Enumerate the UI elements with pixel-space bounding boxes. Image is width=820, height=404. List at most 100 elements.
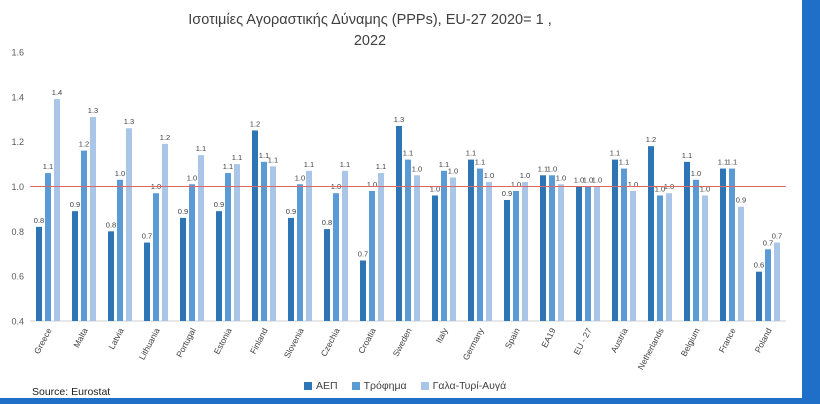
frame-stripe-bottom (0, 398, 802, 404)
y-tick-label: 1.2 (11, 137, 24, 147)
data-label: 1.1 (610, 149, 620, 158)
bar-dairy (702, 195, 708, 321)
category-label: Poland (753, 326, 774, 354)
chart-legend: ΑΕΠ Τρόφημα Γαλα-Τυρί-Αυγά (304, 379, 506, 393)
bar-food (549, 175, 555, 321)
chart-title-line-2: 2022 (353, 33, 387, 49)
bar-gdp (504, 199, 510, 321)
bar-food (441, 170, 447, 321)
data-label: 0.9 (736, 196, 746, 205)
bar-food (297, 184, 303, 321)
data-label: 0.7 (142, 232, 152, 241)
bar-gdp (36, 226, 42, 321)
bar-gdp (144, 242, 150, 321)
bar-gdp (72, 211, 78, 321)
bar-dairy (234, 164, 240, 321)
bar-dairy (378, 173, 384, 321)
bar-gdp (396, 125, 402, 321)
data-label: 1.1 (268, 155, 278, 164)
y-tick-label: 0.4 (11, 317, 24, 327)
category-label: Sweden (391, 326, 414, 358)
bar-dairy (306, 170, 312, 321)
y-tick-label: 1.4 (11, 92, 24, 102)
bar-gdp (180, 217, 186, 321)
bar-dairy (54, 99, 60, 321)
data-label: 1.0 (448, 167, 458, 176)
category-label: EA19 (539, 326, 558, 349)
data-label: 1.0 (484, 171, 494, 180)
bar-gdp (684, 161, 690, 321)
bar-gdp (612, 159, 618, 321)
bar-dairy (738, 206, 744, 321)
bar-food (333, 193, 339, 321)
data-label: 1.1 (340, 160, 350, 169)
data-label: 0.9 (286, 207, 296, 216)
data-label: 1.1 (304, 160, 314, 169)
data-label: 0.9 (70, 200, 80, 209)
data-label: 0.8 (106, 220, 116, 229)
data-label: 0.6 (754, 261, 764, 270)
legend-swatch-food (351, 382, 360, 390)
category-label: Malta (71, 326, 90, 349)
data-label: 1.0 (412, 164, 422, 173)
data-label: 1.1 (223, 162, 233, 171)
legend-swatch-gdp (304, 382, 312, 390)
legend-item-dairy: Γαλα-Τυρί-Αυγά (420, 380, 507, 392)
data-label: 1.0 (655, 184, 665, 193)
bar-food (189, 184, 195, 321)
data-label: 1.1 (538, 164, 548, 173)
bar-gdp (432, 195, 438, 321)
bar-dairy (666, 193, 672, 321)
data-label: 0.7 (358, 249, 368, 258)
bar-gdp (576, 186, 582, 321)
bar-food (657, 195, 663, 321)
frame-stripe-right (802, 0, 820, 404)
category-label: EU - 27 (571, 326, 593, 356)
data-label: 1.0 (115, 169, 125, 178)
bar-food (153, 193, 159, 321)
category-label: Croatia (356, 326, 378, 355)
data-label: 1.1 (475, 158, 485, 167)
bar-food (621, 168, 627, 321)
bar-gdp (360, 260, 366, 321)
category-label: Estonia (212, 326, 234, 356)
bar-gdp (108, 231, 114, 321)
category-label: Czechia (319, 326, 342, 358)
legend-label-gdp: ΑΕΠ (316, 380, 338, 392)
bar-gdp (252, 130, 258, 321)
data-label: 0.7 (763, 238, 773, 247)
category-label: Greece (32, 326, 54, 356)
data-label: 1.1 (718, 158, 728, 167)
chart-title-line-1: Ισοτιμίες Αγοραστικής Δύναμης (PPPs), EU… (188, 12, 552, 28)
bar-food (477, 168, 483, 321)
bar-food (765, 249, 771, 321)
data-label: 1.0 (556, 173, 566, 182)
data-label: 1.1 (196, 144, 206, 153)
data-label: 1.0 (511, 180, 521, 189)
legend-label-dairy: Γαλα-Τυρί-Αυγά (432, 380, 507, 392)
source-note: Source: Eurostat (32, 386, 111, 398)
data-label: 0.9 (502, 189, 512, 198)
bar-food (45, 173, 51, 321)
data-label: 0.7 (772, 232, 782, 241)
bar-gdp (720, 168, 726, 321)
category-label: France (717, 326, 738, 354)
legend-label-food: Τρόφημα (363, 380, 407, 392)
category-label: Italy (434, 326, 451, 345)
category-label: Lithuania (137, 326, 162, 361)
data-label: 1.0 (628, 180, 638, 189)
data-label: 1.3 (88, 106, 98, 115)
category-label: Austria (609, 326, 630, 354)
data-label: 1.1 (403, 149, 413, 158)
data-label: 0.8 (34, 216, 44, 225)
bar-dairy (126, 128, 132, 321)
data-label: 1.1 (439, 160, 449, 169)
bar-food (369, 190, 375, 321)
data-label: 1.0 (583, 176, 593, 185)
category-label: Belgium (679, 326, 702, 358)
chart-title: Ισοτιμίες Αγοραστικής Δύναμης (PPPs), EU… (150, 10, 590, 52)
bar-dairy (414, 175, 420, 321)
bar-gdp (468, 159, 474, 321)
bar-food (729, 168, 735, 321)
bar-gdp (324, 229, 330, 321)
